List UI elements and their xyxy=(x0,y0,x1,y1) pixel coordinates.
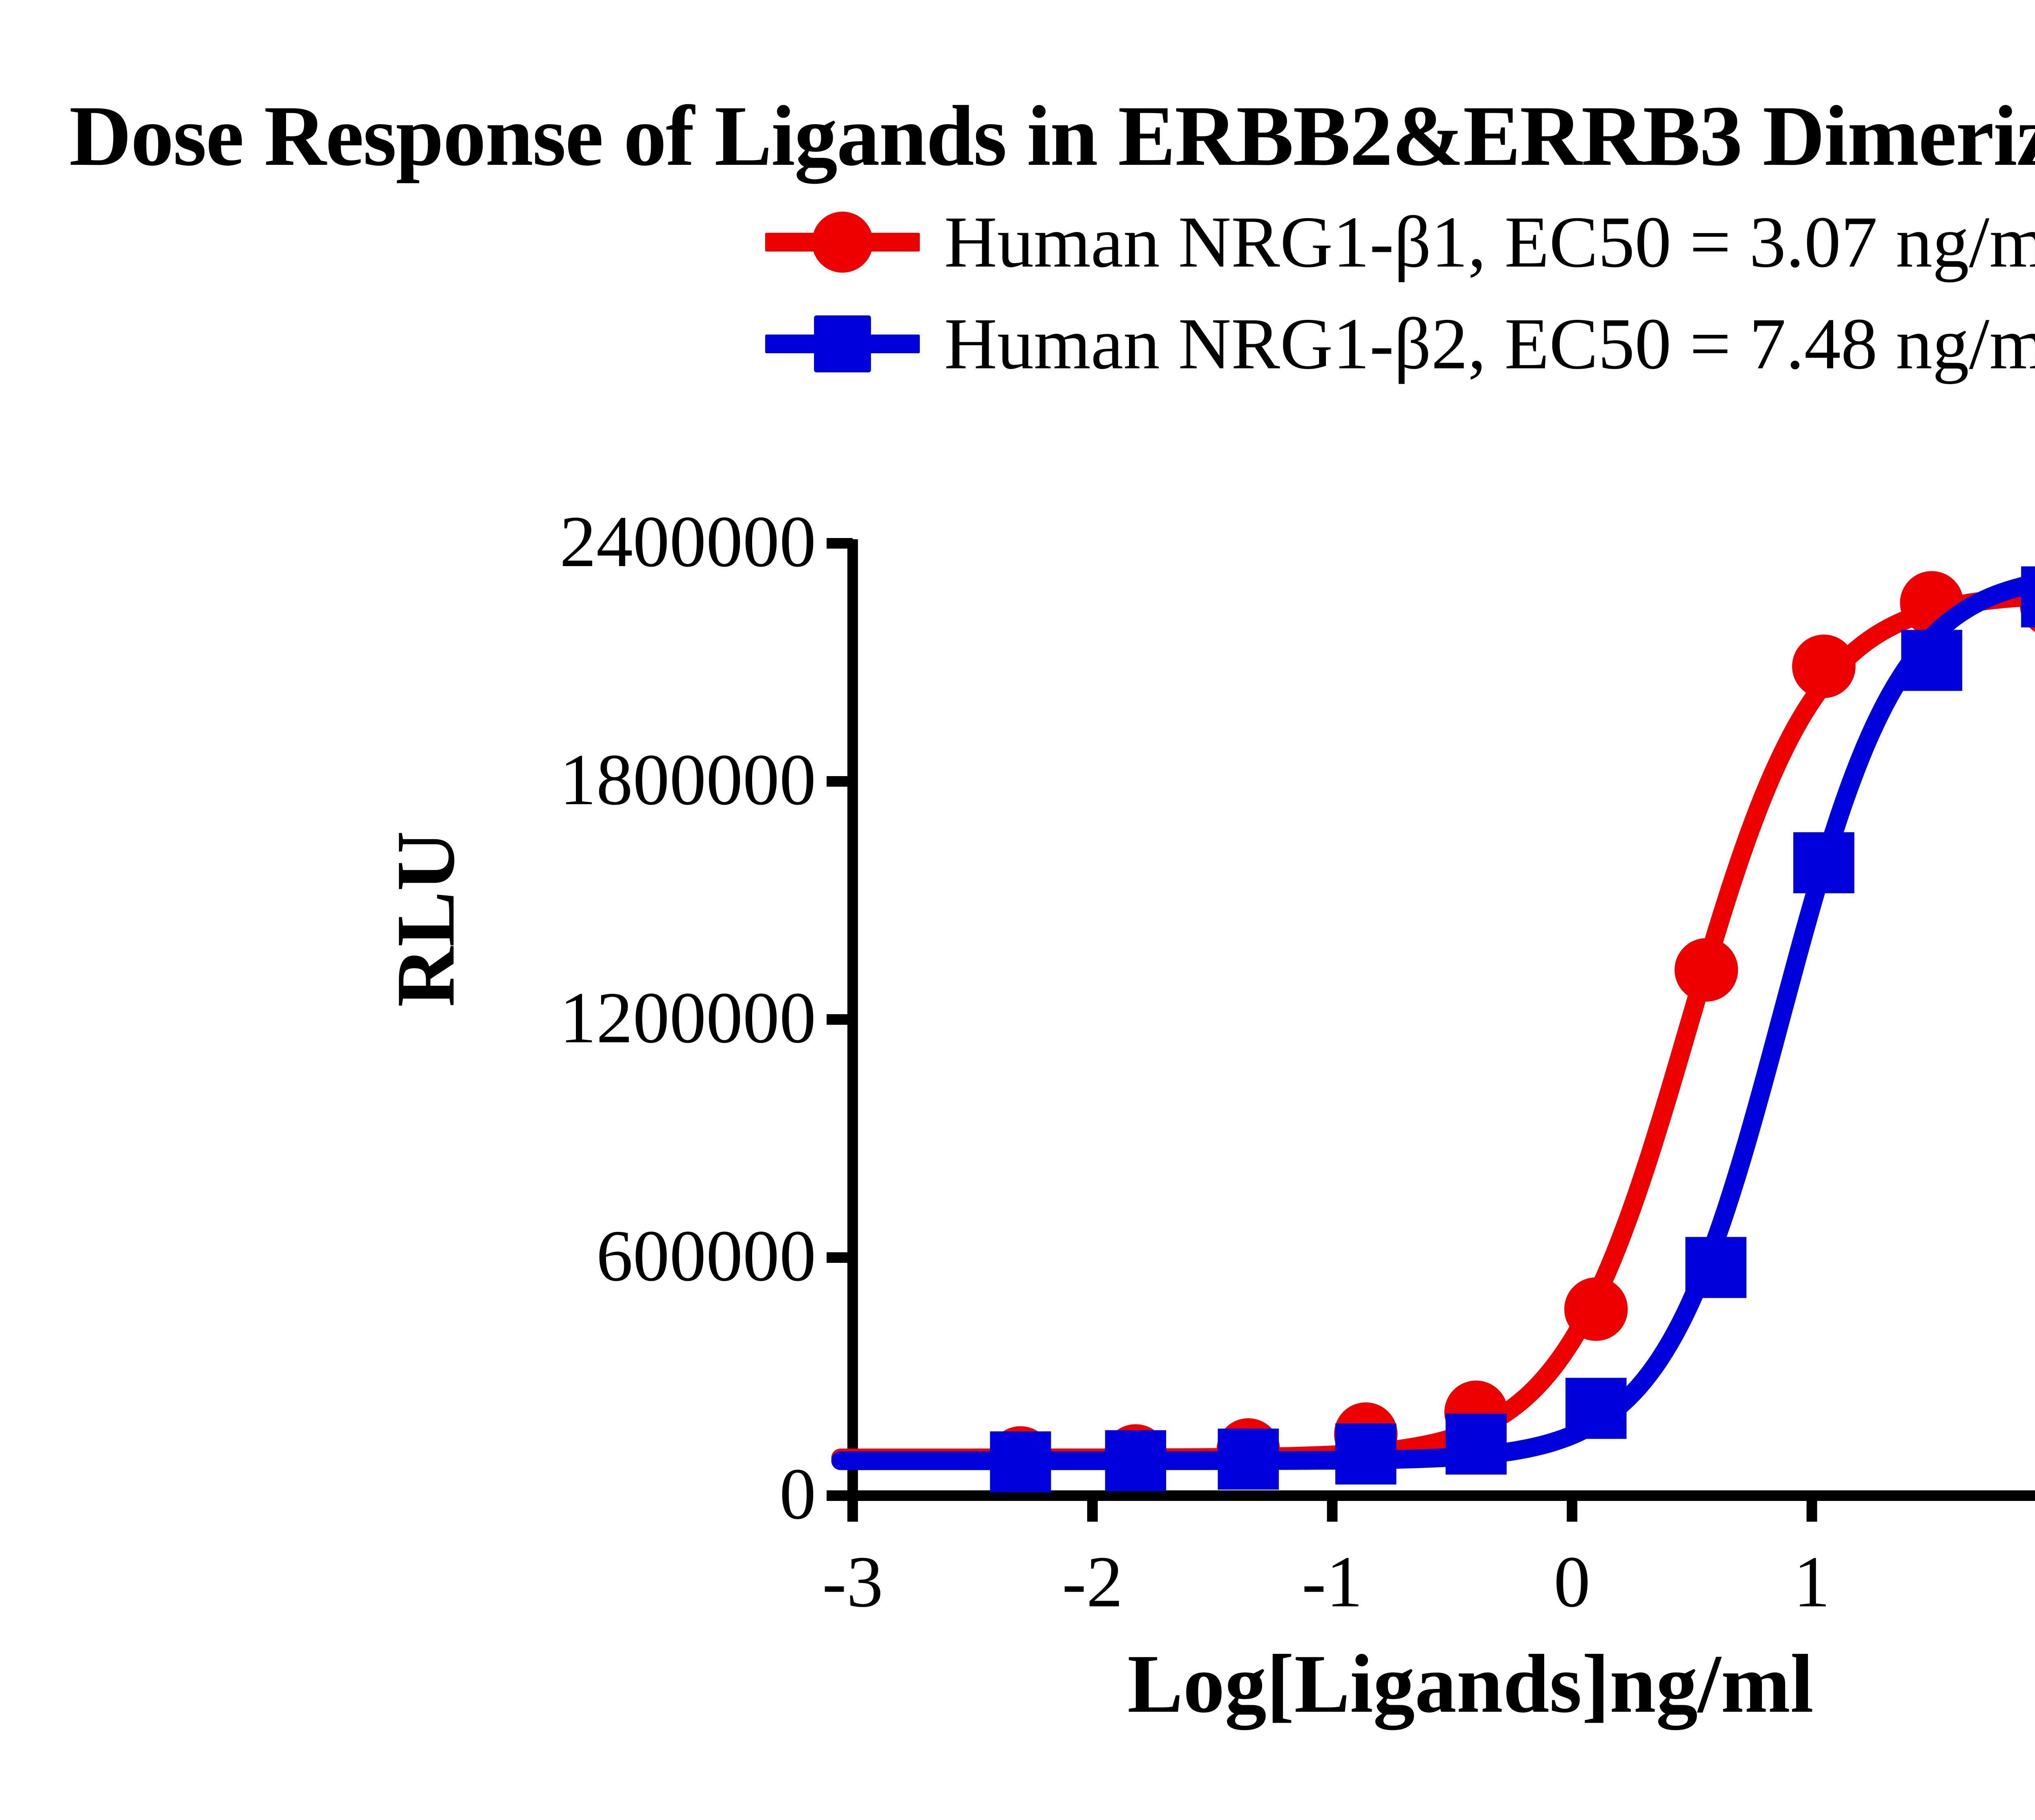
x-axis-title: Log[Ligands]ng/ml xyxy=(1127,1638,1814,1730)
data-point-marker[interactable] xyxy=(1685,1237,1746,1298)
series-layer xyxy=(831,566,2035,1493)
legend-label-series2: Human NRG1-β2, EC50 = 7.48 ng/ml xyxy=(944,303,2035,384)
legend-item-series1[interactable]: Human NRG1-β1, EC50 = 3.07 ng/ml xyxy=(765,191,2035,293)
x-tick-label: 2 xyxy=(1950,1545,2035,1619)
data-point-marker[interactable] xyxy=(1565,1378,1627,1439)
y-tick-label: 0 xyxy=(779,1453,816,1535)
y-tick-label: 2400000 xyxy=(560,501,816,582)
legend-item-series2[interactable]: Human NRG1-β2, EC50 = 7.48 ng/ml xyxy=(765,293,2035,395)
series-1 xyxy=(831,571,2035,1490)
x-tick-label: -2 xyxy=(1062,1541,1123,1622)
page-title: Dose Response of Ligands in ERBB2&ERRB3 … xyxy=(69,88,2035,184)
data-point-marker[interactable] xyxy=(1901,630,1963,691)
data-point-marker[interactable] xyxy=(1445,1413,1507,1475)
series-line-2 xyxy=(831,574,2035,1470)
data-point-marker[interactable] xyxy=(1792,634,1856,698)
series-2 xyxy=(831,566,2035,1493)
y-tick-label: 1800000 xyxy=(560,739,816,820)
data-point-marker[interactable] xyxy=(1105,1430,1166,1492)
x-tick-label: 1 xyxy=(1793,1541,1830,1622)
data-point-marker[interactable] xyxy=(1564,1277,1628,1341)
circle-marker-icon xyxy=(812,212,873,273)
legend-key-series1 xyxy=(765,191,920,293)
legend-label-series1: Human NRG1-β1, EC50 = 3.07 ng/ml xyxy=(944,201,2035,282)
x-tick-label: -3 xyxy=(822,1541,883,1622)
data-point-marker[interactable] xyxy=(2021,566,2035,628)
y-tick-label: 1200000 xyxy=(560,977,816,1059)
data-point-marker[interactable] xyxy=(990,1431,1051,1493)
square-marker-icon xyxy=(814,315,871,372)
chart-legend: Human NRG1-β1, EC50 = 3.07 ng/ml Human N… xyxy=(765,191,2035,395)
series-line-1 xyxy=(831,587,2035,1468)
data-point-marker[interactable] xyxy=(1674,938,1738,1002)
y-axis-title: RLU xyxy=(379,831,472,1007)
data-point-marker[interactable] xyxy=(1793,832,1855,893)
y-tick-label: 600000 xyxy=(596,1215,816,1297)
x-tick-label: -1 xyxy=(1302,1541,1363,1622)
x-tick-label: 0 xyxy=(1554,1541,1591,1622)
data-point-marker[interactable] xyxy=(1335,1423,1396,1485)
axes-layer xyxy=(827,538,2035,1522)
legend-key-series2 xyxy=(765,293,920,395)
data-point-marker[interactable] xyxy=(1218,1428,1279,1490)
